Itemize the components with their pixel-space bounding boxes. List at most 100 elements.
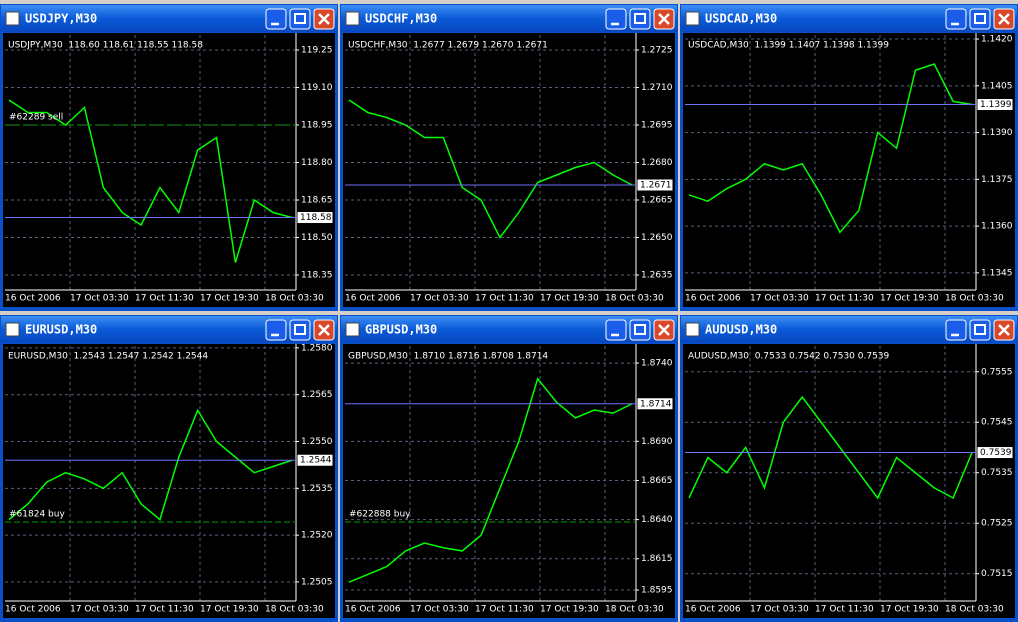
price-tick-label: 1.2710 [641, 83, 673, 93]
maximize-button[interactable] [629, 8, 651, 30]
price-tick-label: 118.95 [301, 121, 333, 131]
window-icon [5, 11, 20, 26]
price-tick-label: 118.50 [301, 233, 333, 243]
price-tick-label: 1.2725 [641, 46, 673, 56]
price-tick-label: 1.2565 [301, 390, 333, 400]
price-tick-label: 1.1375 [981, 175, 1013, 185]
window-title: USDJPY,M30 [25, 12, 97, 26]
close-glyph [998, 13, 1010, 25]
price-tick-label: 1.2580 [301, 343, 333, 353]
bid-label: 1.2544 [300, 456, 332, 466]
price-tick-label: 0.7545 [981, 418, 1013, 428]
time-label: 17 Oct 11:30 [815, 294, 874, 304]
time-label: 17 Oct 11:30 [815, 605, 874, 615]
chart-header: USDJPY,M30 118.60 118.61 118.55 118.58 [8, 41, 203, 51]
minimize-button[interactable] [605, 319, 627, 341]
minimize-button[interactable] [265, 8, 287, 30]
window-icon [345, 11, 360, 26]
time-label: 17 Oct 11:30 [475, 605, 534, 615]
order-label: #62289 sell [9, 113, 63, 123]
price-line [8, 99, 293, 263]
window-title: USDCHF,M30 [365, 12, 437, 26]
maximize-glyph [634, 324, 646, 335]
time-label: 17 Oct 03:30 [750, 294, 809, 304]
price-tick-label: 1.2650 [641, 233, 673, 243]
window-icon [345, 322, 360, 337]
minimize-button[interactable] [265, 319, 287, 341]
time-label: 17 Oct 03:30 [70, 605, 129, 615]
time-label: 16 Oct 2006 [685, 605, 741, 615]
window-title: USDCAD,M30 [705, 12, 777, 26]
bid-label: 1.2671 [640, 181, 672, 191]
maximize-button[interactable] [289, 8, 311, 30]
time-label: 17 Oct 11:30 [135, 294, 194, 304]
price-tick-label: 1.1390 [981, 128, 1013, 138]
close-glyph [998, 324, 1010, 336]
time-label: 17 Oct 19:30 [880, 605, 939, 615]
bid-box [296, 453, 334, 467]
time-label: 17 Oct 03:30 [750, 605, 809, 615]
time-label: 16 Oct 2006 [5, 294, 61, 304]
close-glyph [658, 324, 670, 336]
price-line [348, 99, 633, 239]
bid-label: 1.8714 [640, 399, 672, 409]
minimize-button[interactable] [605, 8, 627, 30]
price-line [688, 63, 973, 234]
price-tick-label: 1.2635 [641, 271, 673, 281]
maximize-glyph [294, 324, 306, 335]
price-tick-label: 0.7515 [981, 569, 1013, 579]
chart-area [3, 33, 335, 307]
minimize-button[interactable] [945, 8, 967, 30]
maximize-glyph [974, 324, 986, 335]
bid-box [976, 446, 1014, 460]
chart-header: USDCHF,M30 1.2677 1.2679 1.2670 1.2671 [348, 41, 548, 51]
price-tick-label: 1.2695 [641, 121, 673, 131]
price-tick-label: 1.2665 [641, 196, 673, 206]
window-title: EURUSD,M30 [25, 323, 97, 337]
maximize-button[interactable] [969, 8, 991, 30]
window-title: GBPUSD,M30 [365, 323, 437, 337]
price-line [348, 377, 633, 583]
time-label: 17 Oct 19:30 [540, 605, 599, 615]
time-label: 17 Oct 19:30 [880, 294, 939, 304]
maximize-button[interactable] [629, 319, 651, 341]
price-tick-label: 1.2520 [301, 531, 333, 541]
time-label: 17 Oct 03:30 [410, 294, 469, 304]
time-label: 17 Oct 03:30 [410, 605, 469, 615]
maximize-button[interactable] [969, 319, 991, 341]
time-label: 17 Oct 11:30 [135, 605, 194, 615]
bid-label: 118.58 [300, 213, 332, 223]
time-label: 16 Oct 2006 [685, 294, 741, 304]
price-tick-label: 1.8640 [641, 515, 673, 525]
close-glyph [318, 13, 330, 25]
price-line [8, 408, 293, 521]
price-tick-label: 118.35 [301, 271, 333, 281]
window-icon [685, 322, 700, 337]
price-tick-label: 1.2505 [301, 577, 333, 587]
price-tick-label: 118.65 [301, 196, 333, 206]
time-label: 17 Oct 11:30 [475, 294, 534, 304]
time-label: 17 Oct 19:30 [540, 294, 599, 304]
chart-header: USDCAD,M30 1.1399 1.1407 1.1398 1.1399 [688, 41, 889, 51]
time-label: 18 Oct 03:30 [605, 605, 664, 615]
maximize-glyph [294, 13, 306, 24]
order-label: #61824 buy [9, 510, 65, 520]
maximize-button[interactable] [289, 319, 311, 341]
price-tick-label: 0.7535 [981, 468, 1013, 478]
order-label: #622888 buy [349, 510, 411, 520]
time-label: 17 Oct 19:30 [200, 605, 259, 615]
price-tick-label: 1.2680 [641, 158, 673, 168]
bid-box [296, 211, 334, 224]
price-tick-label: 1.8595 [641, 586, 673, 596]
chart-area [343, 33, 675, 307]
window-icon [685, 11, 700, 26]
price-tick-label: 1.1405 [981, 81, 1013, 91]
time-label: 17 Oct 03:30 [70, 294, 129, 304]
time-label: 17 Oct 19:30 [200, 294, 259, 304]
bid-box [976, 98, 1014, 112]
time-label: 18 Oct 03:30 [265, 605, 324, 615]
chart-header: EURUSD,M30 1.2543 1.2547 1.2542 1.2544 [8, 352, 208, 362]
minimize-button[interactable] [945, 319, 967, 341]
price-line [688, 395, 973, 500]
